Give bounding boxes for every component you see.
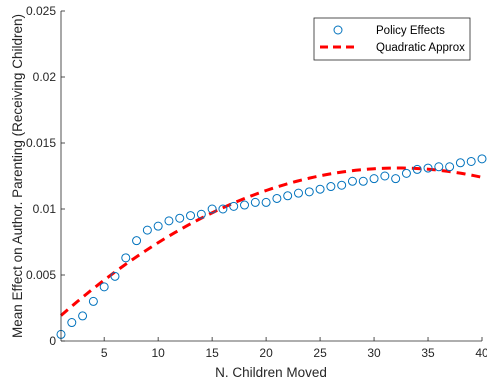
axes: 5 10 15 20 25 30 35 40 0 0.005 0.01 0.015 0.02 0.025 — [26, 4, 487, 360]
data-point — [218, 204, 228, 214]
data-point — [110, 271, 120, 281]
x-tick-label: 40 — [475, 346, 487, 360]
data-point — [401, 168, 411, 178]
data-point — [250, 197, 260, 207]
y-tick-label: 0.015 — [26, 136, 56, 150]
data-point — [196, 209, 206, 219]
x-tick-label: 10 — [151, 346, 165, 360]
data-point — [358, 176, 368, 186]
data-point — [391, 174, 401, 184]
data-point — [315, 184, 325, 194]
data-point — [99, 282, 109, 292]
data-point — [347, 176, 357, 186]
data-point — [229, 201, 239, 211]
x-tick-label: 5 — [101, 346, 108, 360]
x-tick-label: 25 — [313, 346, 327, 360]
data-point — [445, 162, 455, 172]
data-point — [434, 162, 444, 172]
data-point — [153, 221, 163, 231]
data-point — [88, 296, 98, 306]
y-tick-label: 0.005 — [26, 268, 56, 282]
data-point — [207, 204, 217, 214]
data-point — [283, 191, 293, 201]
y-tick-label: 0 — [49, 334, 56, 348]
quadratic-approx-series — [60, 166, 483, 317]
data-point — [423, 163, 433, 173]
data-point — [186, 211, 196, 221]
data-point — [455, 158, 465, 168]
y-tick-label: 0.02 — [33, 70, 57, 84]
data-point — [380, 171, 390, 181]
data-point — [67, 318, 77, 328]
x-axis-title: N. Children Moved — [215, 365, 327, 380]
legend-label-quadratic-approx: Quadratic Approx — [376, 42, 465, 54]
y-axis-title: Mean Effect on Author. Parenting (Receiv… — [10, 14, 25, 338]
data-point — [261, 197, 271, 207]
x-tick-label: 20 — [259, 346, 273, 360]
data-point — [272, 193, 282, 203]
y-tick-label: 0.01 — [33, 202, 57, 216]
data-point — [337, 180, 347, 190]
data-point — [142, 225, 152, 235]
x-tick-label: 35 — [421, 346, 435, 360]
data-point — [466, 156, 476, 166]
policy-effects-series — [56, 154, 487, 339]
legend-marker-policy-effects — [333, 25, 343, 35]
data-point — [240, 200, 250, 210]
quadratic-approx-line — [60, 166, 483, 317]
data-point — [412, 164, 422, 174]
data-point — [326, 182, 336, 192]
data-point — [477, 154, 487, 164]
data-point — [78, 311, 88, 321]
data-point — [369, 174, 379, 184]
data-point — [304, 187, 314, 197]
data-point — [164, 216, 174, 226]
legend: Policy Effects Quadratic Approx — [313, 17, 471, 61]
data-point — [293, 188, 303, 198]
data-point — [121, 253, 131, 263]
y-tick-label: 0.025 — [26, 4, 56, 18]
legend-label-policy-effects: Policy Effects — [376, 25, 445, 37]
plot-area — [61, 11, 482, 341]
data-point — [132, 236, 142, 246]
data-point — [175, 213, 185, 223]
x-tick-label: 30 — [367, 346, 381, 360]
legend-box — [313, 17, 471, 61]
x-tick-label: 15 — [205, 346, 219, 360]
